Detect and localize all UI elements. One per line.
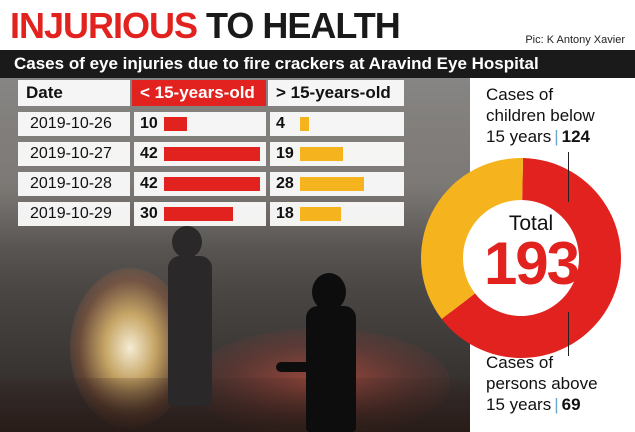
- header: INJURIOUS TO HEALTH Pic: K Antony Xavier: [0, 0, 635, 50]
- children-note: Cases of children below 15 years | 124: [486, 84, 635, 147]
- children-pointer-line: [568, 152, 569, 202]
- headline-dark: TO HEALTH: [206, 5, 401, 46]
- over-15-cell: 28: [270, 172, 404, 196]
- under-15-cell: 42: [134, 172, 266, 196]
- table-row: 2019-10-27 42 19: [18, 140, 406, 168]
- under-15-value: 30: [140, 205, 158, 222]
- table-row: 2019-10-26 10 4: [18, 110, 406, 138]
- adults-value: 69: [561, 395, 581, 414]
- over-15-value: 19: [276, 145, 294, 162]
- adults-label-line2: persons above: [486, 374, 598, 393]
- under-15-bar: [164, 177, 260, 191]
- total-label: Total: [508, 212, 554, 235]
- total-value: 193: [483, 230, 580, 297]
- children-slice: [441, 158, 621, 358]
- date-cell: 2019-10-28: [18, 172, 130, 196]
- photo-credit: Pic: K Antony Xavier: [525, 34, 625, 46]
- headline: INJURIOUS TO HEALTH: [10, 5, 401, 46]
- under-15-cell: 10: [134, 112, 266, 136]
- children-label-years: 15 years: [486, 127, 552, 146]
- total-donut: [421, 158, 621, 358]
- under-15-bar: [164, 207, 233, 221]
- over-15-cell: 19: [270, 142, 404, 166]
- under-15-bar: [164, 147, 260, 161]
- over-15-value: 28: [276, 175, 294, 192]
- table-row: 2019-10-28 42 28: [18, 170, 406, 198]
- bystander-body: [168, 256, 212, 406]
- children-value: 124: [561, 127, 590, 146]
- adults-pointer-line: [568, 312, 569, 356]
- table-row: 2019-10-29 30 18: [18, 200, 406, 228]
- adults-label-line3: 15 years | 69: [486, 395, 581, 414]
- children-label-line1: Cases of: [486, 85, 554, 104]
- headline-red: INJURIOUS: [10, 5, 198, 46]
- date-cell: 2019-10-26: [18, 112, 130, 136]
- under-15-value: 42: [140, 175, 158, 192]
- child-head: [312, 273, 346, 311]
- header-date: Date: [18, 80, 130, 106]
- over-15-bar: [300, 117, 310, 131]
- child-arm: [276, 362, 316, 372]
- under-15-value: 42: [140, 145, 158, 162]
- donut-slices: [421, 158, 621, 358]
- header-over-15: > 15-years-old: [268, 80, 404, 106]
- subtitle-bar: Cases of eye injuries due to fire cracke…: [0, 50, 635, 78]
- children-label-line2: children below: [486, 106, 595, 125]
- injury-table: Date < 15-years-old > 15-years-old 2019-…: [14, 80, 466, 230]
- over-15-cell: 18: [270, 202, 404, 226]
- under-15-bar: [164, 117, 187, 131]
- children-label-line3: 15 years | 124: [486, 127, 590, 146]
- under-15-cell: 30: [134, 202, 266, 226]
- date-cell: 2019-10-27: [18, 142, 130, 166]
- adults-slice: [421, 158, 523, 319]
- adults-label-years: 15 years: [486, 395, 552, 414]
- adults-note: Cases of persons above 15 years | 69: [486, 352, 635, 415]
- date-cell: 2019-10-29: [18, 202, 130, 226]
- bystander-head: [172, 226, 202, 258]
- over-15-value: 18: [276, 205, 294, 222]
- adults-label-line1: Cases of: [486, 353, 554, 372]
- over-15-bar: [300, 147, 344, 161]
- over-15-value: 4: [276, 115, 285, 132]
- over-15-bar: [300, 207, 342, 221]
- over-15-bar: [300, 177, 364, 191]
- subtitle: Cases of eye injuries due to fire cracke…: [14, 54, 539, 73]
- under-15-cell: 42: [134, 142, 266, 166]
- under-15-value: 10: [140, 115, 158, 132]
- over-15-cell: 4: [270, 112, 404, 136]
- header-under-15: < 15-years-old: [132, 80, 266, 106]
